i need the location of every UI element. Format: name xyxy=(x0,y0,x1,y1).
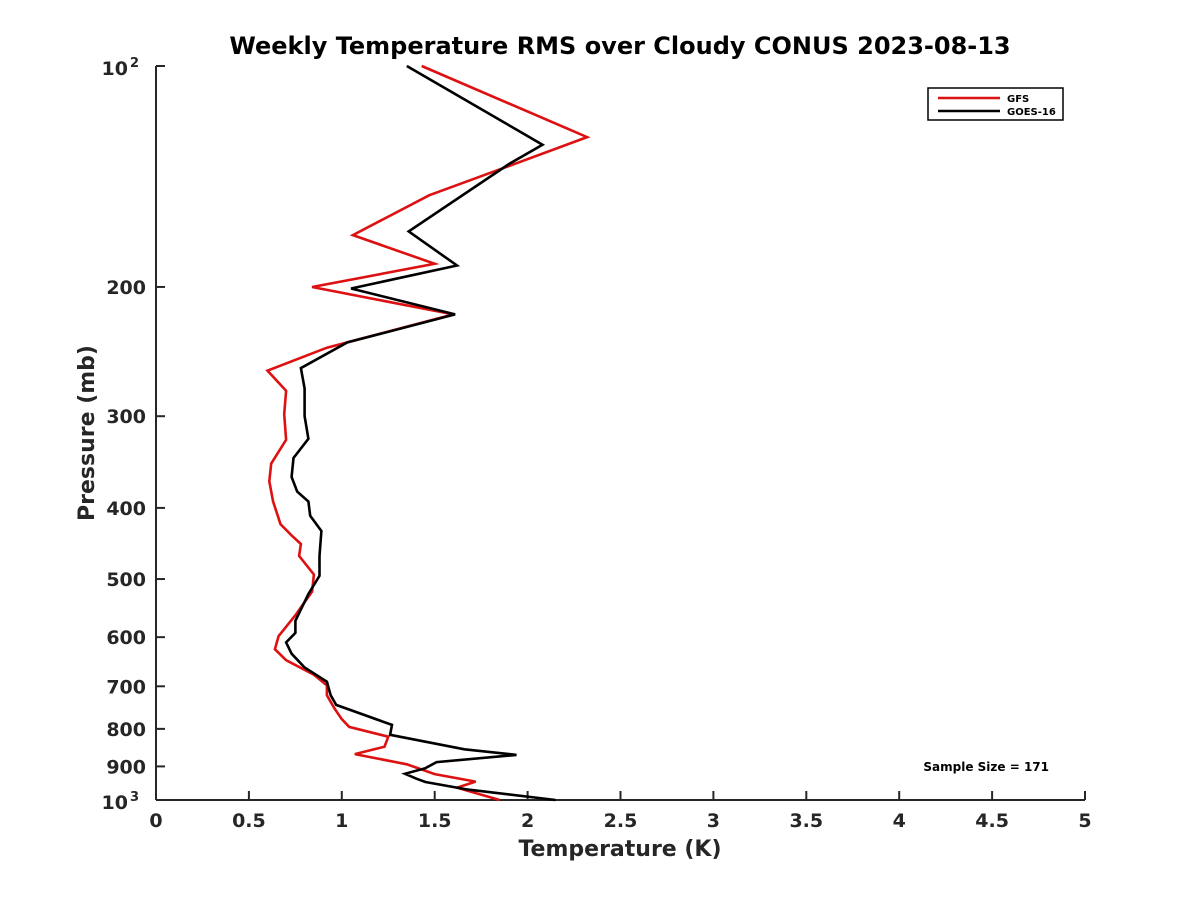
x-tick-label: 4 xyxy=(893,810,906,832)
x-tick-label: 4.5 xyxy=(975,810,1009,832)
legend-label-goes-16: GOES-16 xyxy=(1007,107,1056,118)
x-tick-label: 1.5 xyxy=(418,810,452,832)
x-tick-label: 3 xyxy=(707,810,720,832)
series-line-gfs xyxy=(265,64,591,802)
x-tick-label: 0.5 xyxy=(232,810,266,832)
x-tick-label: 3.5 xyxy=(789,810,823,832)
legend-label-gfs: GFS xyxy=(1007,94,1029,105)
x-tick-label: 5 xyxy=(1078,810,1091,832)
x-tick-label: 2 xyxy=(521,810,534,832)
x-tick-label: 0 xyxy=(149,810,162,832)
y-tick-label: 800 xyxy=(106,719,146,741)
y-tick-label: 600 xyxy=(106,627,146,649)
axes: 0 0.5 1 1.5 2 2.5 3 3.5 4 4.5 5 200 300 400 500 600 700 8… xyxy=(102,56,1092,832)
y-tick-label: 300 xyxy=(106,406,146,428)
y-tick-label-power: 10 xyxy=(102,58,128,80)
legend-box xyxy=(927,87,1064,121)
y-tick-label-power: 10 xyxy=(102,792,128,814)
y-tick-label: 500 xyxy=(106,569,146,591)
series-layer xyxy=(265,64,591,802)
y-tick-label: 700 xyxy=(106,676,146,698)
legend: GFS GOES-16 xyxy=(927,87,1064,121)
y-tick-label: 200 xyxy=(106,277,146,299)
sample-size-annotation: Sample Size = 171 xyxy=(923,760,1049,774)
y-tick-label-exponent: 2 xyxy=(130,56,139,71)
y-tick-label: 400 xyxy=(106,498,146,520)
series-line-goes-16 xyxy=(284,64,556,802)
y-tick-label: 900 xyxy=(106,756,146,778)
chart-title: Weekly Temperature RMS over Cloudy CONUS… xyxy=(229,32,1010,60)
x-tick-label: 1 xyxy=(335,810,348,832)
y-axis-label: Pressure (mb) xyxy=(75,345,100,521)
y-tick-label-exponent: 3 xyxy=(130,790,139,805)
x-axis-label: Temperature (K) xyxy=(518,837,721,862)
x-tick-label: 2.5 xyxy=(604,810,638,832)
